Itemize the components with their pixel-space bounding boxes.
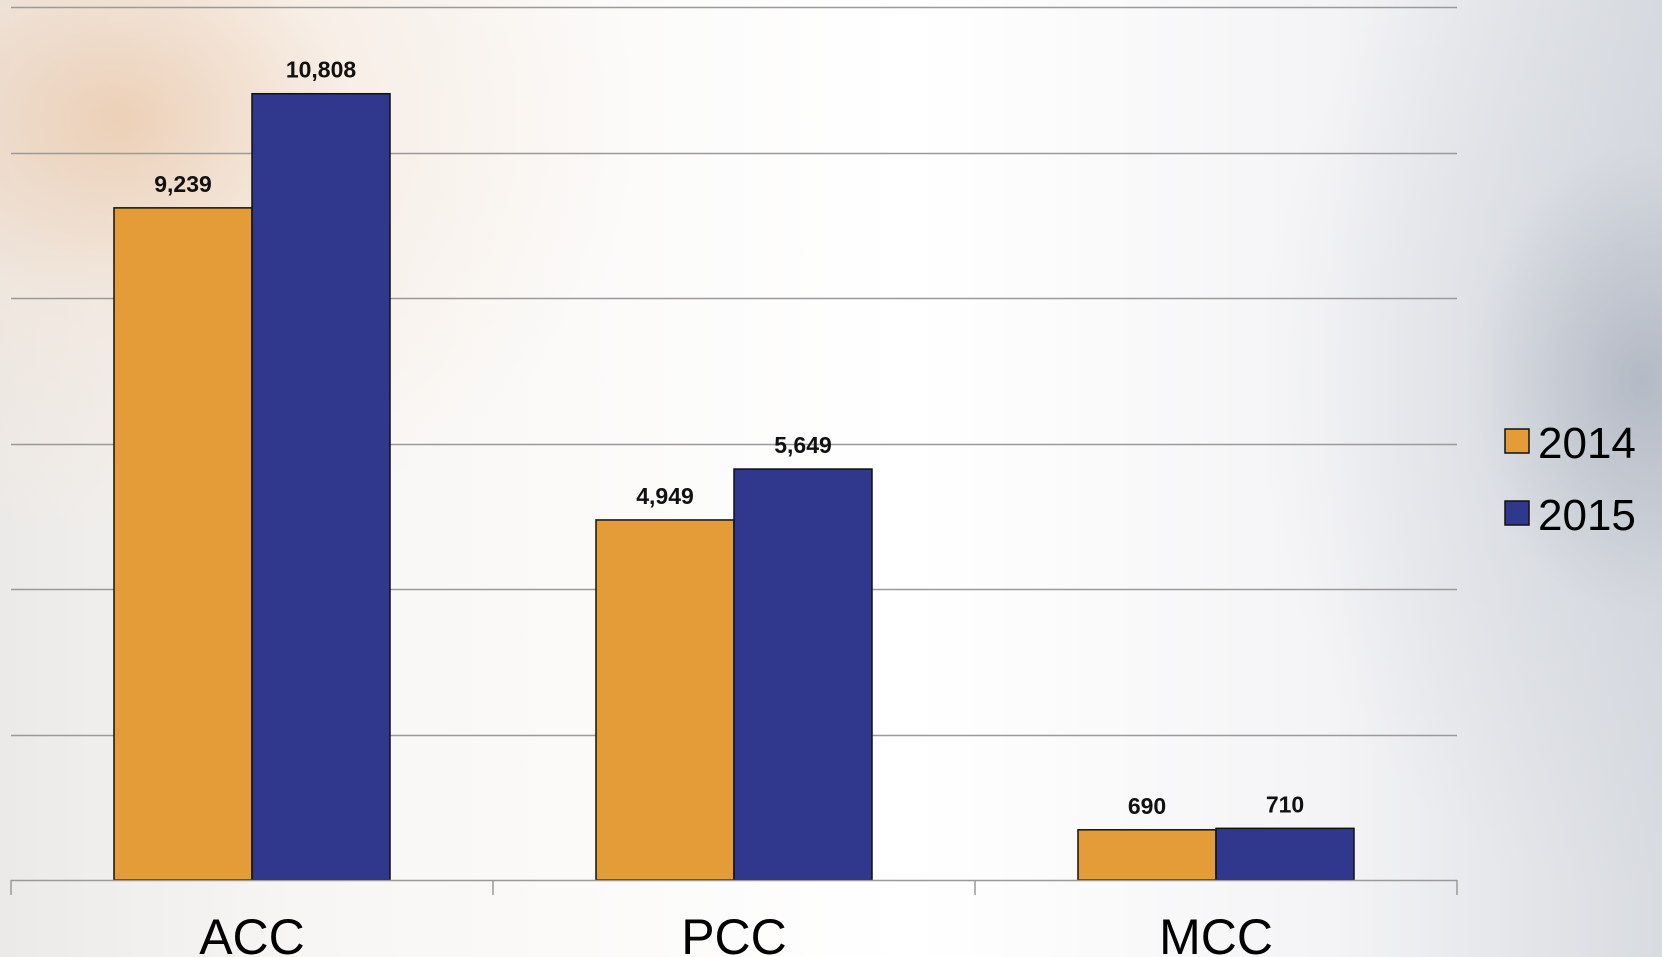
category-label-mcc: MCC (1159, 909, 1273, 957)
data-label: 690 (1128, 793, 1166, 819)
data-label: 10,808 (286, 57, 357, 83)
value-labels: 9,239 10,808 4,949 5,649 690 710 (154, 57, 1304, 819)
x-axis (10, 879, 1458, 895)
bar-acc-2014 (113, 207, 253, 881)
bars (113, 92, 1355, 881)
legend-label-2015: 2015 (1538, 491, 1636, 540)
bar-pcc-2014 (595, 519, 735, 881)
bar-mcc-2015 (1215, 827, 1355, 881)
legend-label-2014: 2014 (1538, 419, 1636, 468)
data-label: 5,649 (774, 432, 832, 458)
data-label: 4,949 (636, 483, 694, 509)
legend-swatch-2014 (1504, 428, 1530, 454)
category-label-acc: ACC (199, 909, 305, 957)
data-label: 710 (1266, 791, 1304, 817)
category-label-pcc: PCC (681, 909, 787, 957)
legend-swatch-2015 (1504, 500, 1530, 526)
bar-mcc-2014 (1077, 829, 1217, 881)
data-label: 9,239 (154, 171, 212, 197)
bar-acc-2015 (251, 92, 391, 881)
legend: 2014 2015 (1504, 419, 1636, 540)
category-labels: ACC PCC MCC (199, 909, 1273, 957)
bar-pcc-2015 (733, 468, 873, 881)
